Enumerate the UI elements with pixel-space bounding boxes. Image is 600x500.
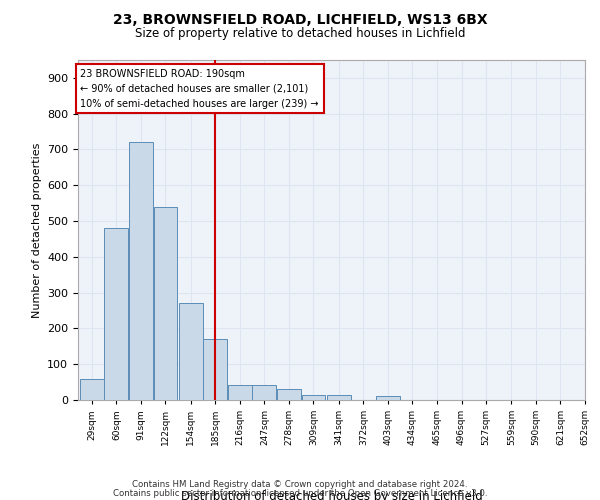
- X-axis label: Distribution of detached houses by size in Lichfield: Distribution of detached houses by size …: [181, 490, 482, 500]
- Y-axis label: Number of detached properties: Number of detached properties: [32, 142, 41, 318]
- Bar: [302, 394, 325, 400]
- Bar: [154, 206, 178, 400]
- Bar: [376, 396, 400, 400]
- Bar: [104, 228, 128, 400]
- Bar: [327, 394, 351, 400]
- Bar: [179, 304, 203, 400]
- Bar: [253, 384, 277, 400]
- Bar: [80, 378, 104, 400]
- Text: 23 BROWNSFIELD ROAD: 190sqm
← 90% of detached houses are smaller (2,101)
10% of : 23 BROWNSFIELD ROAD: 190sqm ← 90% of det…: [80, 69, 319, 108]
- Text: Contains public sector information licensed under the Open Government Licence v3: Contains public sector information licen…: [113, 489, 487, 498]
- Text: Size of property relative to detached houses in Lichfield: Size of property relative to detached ho…: [135, 28, 465, 40]
- Bar: [129, 142, 153, 400]
- Bar: [277, 390, 301, 400]
- Bar: [228, 384, 252, 400]
- Text: Contains HM Land Registry data © Crown copyright and database right 2024.: Contains HM Land Registry data © Crown c…: [132, 480, 468, 489]
- Text: 23, BROWNSFIELD ROAD, LICHFIELD, WS13 6BX: 23, BROWNSFIELD ROAD, LICHFIELD, WS13 6B…: [113, 12, 487, 26]
- Bar: [203, 339, 227, 400]
